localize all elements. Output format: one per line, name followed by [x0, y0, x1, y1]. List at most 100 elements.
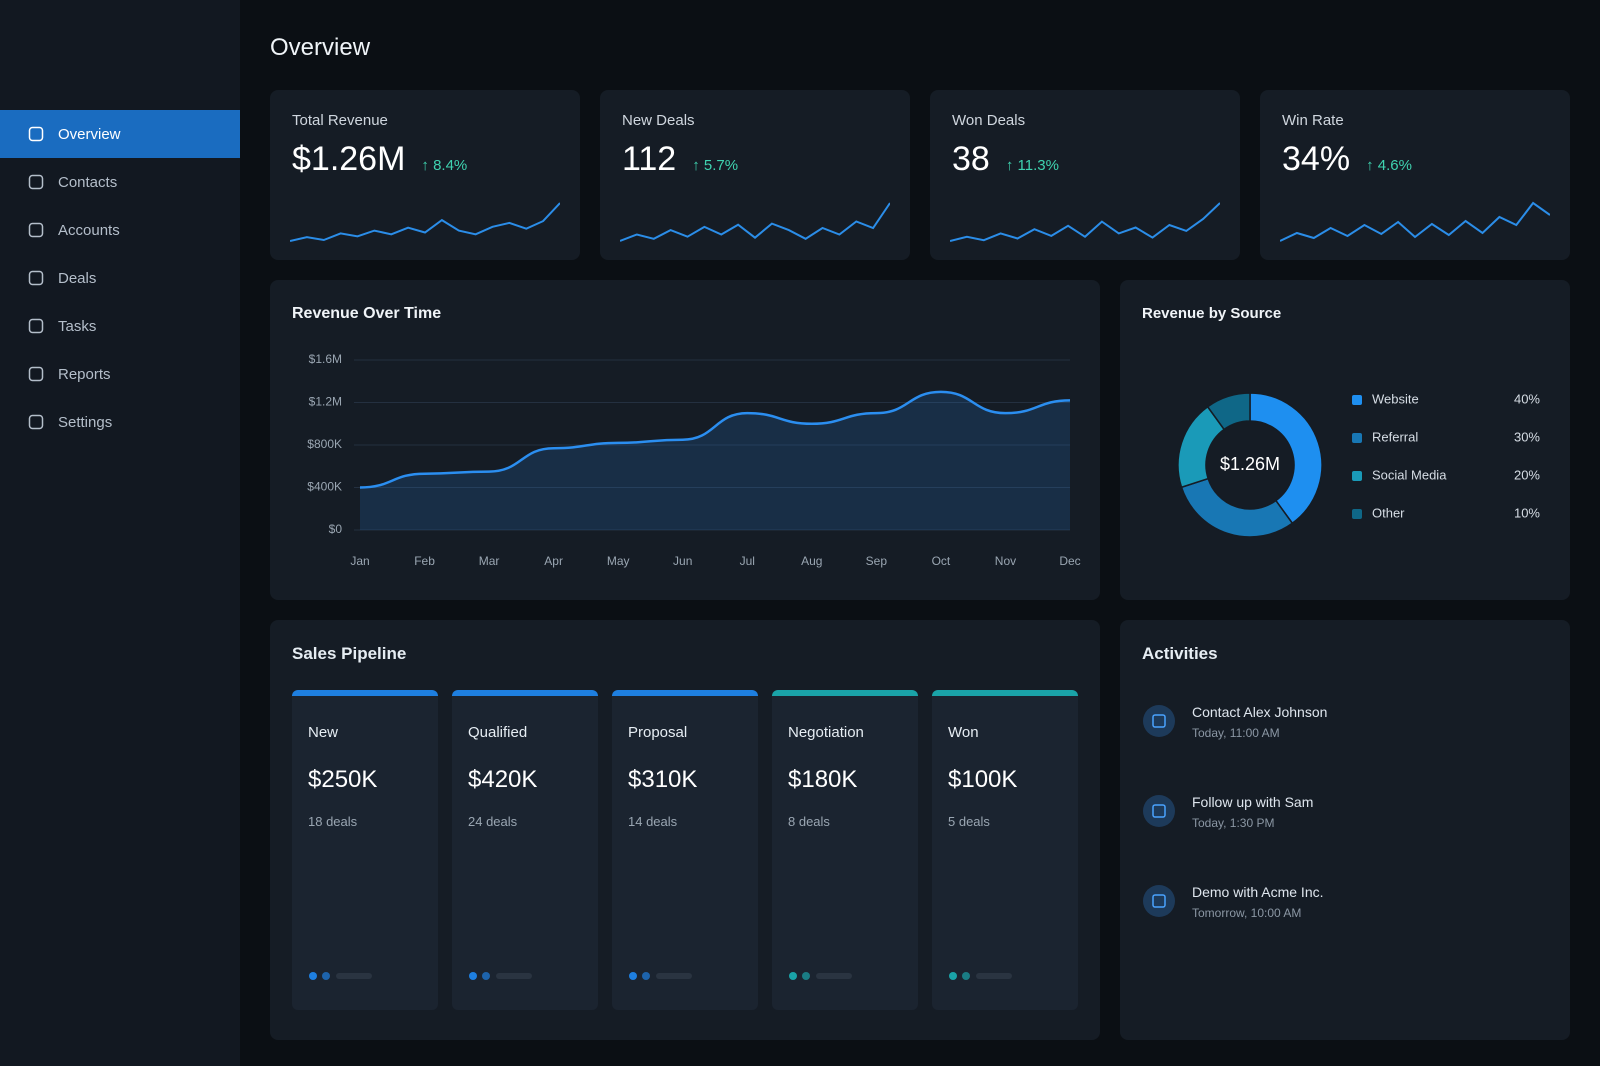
legend-swatch [1352, 433, 1362, 443]
nav-label: Deals [58, 269, 97, 287]
kpi-change: ↑ 8.4% [421, 157, 468, 174]
line-chart: Revenue Over Time $0 $400K $800K $1.2M $1.6M J… [292, 305, 1081, 568]
kpi-row: 38 ↑ 11.3% [952, 140, 1059, 179]
legend-value: 40% [1514, 391, 1540, 406]
dot [469, 972, 477, 980]
dot [629, 972, 637, 980]
icon-shape [1152, 804, 1166, 818]
activity-title: Demo with Acme Inc. [1192, 884, 1324, 900]
sparkline [620, 202, 890, 242]
stage-card[interactable]: Proposal $310K 14 deals [612, 690, 758, 1010]
legend-swatch [1352, 471, 1362, 481]
donut-segment [1206, 392, 1251, 431]
icon-shape [1152, 894, 1166, 908]
legend-value: 30% [1514, 429, 1540, 444]
donut-card: Revenue by Source Website 40% Referral 30% So… [1120, 280, 1570, 600]
stage-amount: $420K [468, 766, 538, 793]
y-tick-label: $800K [307, 437, 342, 451]
stage-name: Proposal [628, 724, 688, 741]
stage-amount: $180K [788, 766, 858, 793]
dot-track [976, 973, 1012, 979]
nav-item[interactable]: Overview [0, 110, 240, 158]
area [360, 391, 1070, 530]
stage-card[interactable]: Won $100K 5 deals [932, 690, 1078, 1010]
dot [482, 972, 490, 980]
kpi-row: 112 ↑ 5.7% [622, 140, 738, 179]
icon-bg [1143, 795, 1175, 827]
kpi-value: $1.26M [292, 140, 406, 178]
sparkline [290, 202, 560, 242]
stage-card[interactable]: Negotiation $180K 8 deals [772, 690, 918, 1010]
donut-segment [1249, 392, 1323, 525]
chart-title: Revenue Over Time [292, 305, 441, 322]
activity-item[interactable]: Follow up with Sam Today, 1:30 PM [1142, 790, 1542, 860]
icon-shape [28, 270, 44, 286]
icon-bg [1143, 885, 1175, 917]
activity-item[interactable]: Contact Alex Johnson Today, 11:00 AM [1142, 700, 1542, 770]
activity-item[interactable]: Demo with Acme Inc. Tomorrow, 10:00 AM [1142, 880, 1542, 950]
nav-icon [28, 414, 44, 430]
x-tick-label: Apr [544, 554, 563, 568]
legend-label: Referral [1372, 429, 1418, 444]
nav-item[interactable]: Deals [0, 254, 240, 302]
icon-shape [1152, 714, 1166, 728]
activity-icon [1143, 705, 1175, 737]
sparkline-path [1280, 201, 1550, 242]
kpi-label: Total Revenue [292, 112, 388, 129]
legend-label: Social Media [1372, 467, 1447, 482]
legend-value: 10% [1514, 505, 1540, 520]
nav-item[interactable]: Contacts [0, 158, 240, 206]
dot [949, 972, 957, 980]
nav-label: Overview [58, 125, 121, 143]
sparkline-path [620, 202, 890, 242]
dot [789, 972, 797, 980]
icon-shape [28, 366, 44, 382]
nav-item[interactable]: Reports [0, 350, 240, 398]
pipeline-title: Sales Pipeline [292, 644, 407, 663]
x-tick-label: Sep [866, 554, 888, 568]
stage-deals: 18 deals [308, 814, 358, 829]
stage-dots [789, 972, 852, 980]
stage-bar [932, 690, 1078, 696]
nav-icon [28, 174, 44, 190]
kpi-change: ↑ 5.7% [692, 157, 739, 174]
x-tick-label: Mar [479, 554, 500, 568]
legend-swatch [1352, 395, 1362, 405]
kpi-label: New Deals [622, 112, 695, 129]
kpi-label: Won Deals [952, 112, 1026, 129]
stage-deals: 24 deals [468, 814, 518, 829]
donut-center: $1.26M [1220, 454, 1280, 474]
sparkline [1280, 201, 1550, 242]
nav-icon [28, 366, 44, 382]
x-tick-label: Oct [932, 554, 951, 568]
y-tick-label: $1.6M [309, 352, 342, 366]
nav-item[interactable]: Settings [0, 398, 240, 446]
nav-label: Settings [58, 413, 113, 431]
stage-amount: $100K [948, 766, 1018, 793]
legend-label: Website [1372, 391, 1419, 406]
kpi-card: New Deals 112 ↑ 5.7% [600, 90, 910, 260]
stage-bar [612, 690, 758, 696]
line [359, 390, 1071, 489]
dot-track [656, 973, 692, 979]
stage-name: Negotiation [788, 724, 864, 741]
nav-item[interactable]: Tasks [0, 302, 240, 350]
nav-icon [28, 222, 44, 238]
stage-deals: 5 deals [948, 814, 990, 829]
dot [802, 972, 810, 980]
dot [642, 972, 650, 980]
legend-value: 20% [1514, 467, 1540, 482]
activity-title: Contact Alex Johnson [1192, 704, 1328, 720]
x-tick-label: Feb [414, 554, 435, 568]
pipeline-card: Sales Pipeline New $250K 18 deals Qualified… [270, 620, 1100, 1040]
kpi-value: 34% [1282, 140, 1351, 178]
stage-card[interactable]: New $250K 18 deals [292, 690, 438, 1010]
nav-icon [28, 126, 44, 142]
stage-deals: 8 deals [788, 814, 830, 829]
activities-card: Activities Contact Alex Johnson Today, 11… [1120, 620, 1570, 1040]
nav-item[interactable]: Accounts [0, 206, 240, 254]
icon-bg [1143, 705, 1175, 737]
kpi-value: 38 [952, 140, 990, 178]
stage-card[interactable]: Qualified $420K 24 deals [452, 690, 598, 1010]
x-tick-label: Nov [995, 554, 1016, 568]
